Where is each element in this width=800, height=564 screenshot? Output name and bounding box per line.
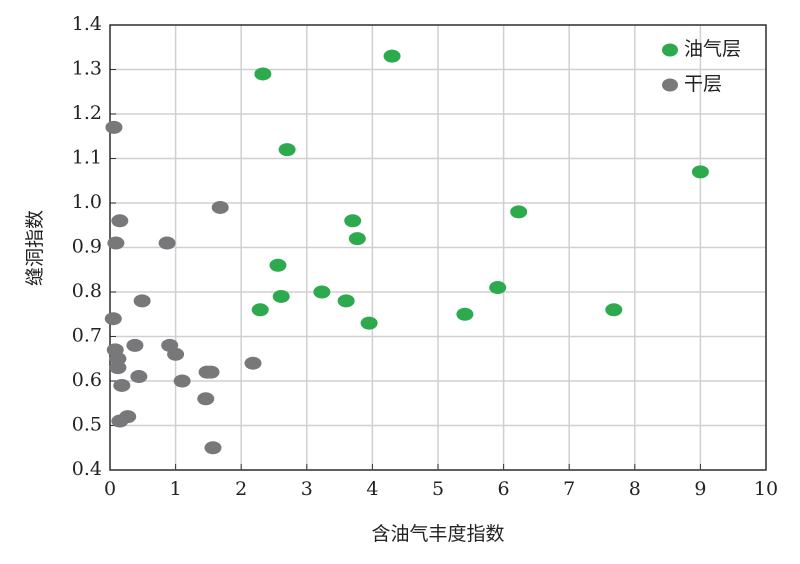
y-tick-label: 1.1: [72, 147, 102, 169]
y-tick-label: 0.6: [72, 369, 102, 391]
x-tick-label: 4: [366, 478, 378, 500]
y-tick-label: 0.4: [72, 458, 102, 480]
y-tick-label: 1.0: [72, 191, 102, 213]
point: [202, 365, 220, 379]
point: [489, 281, 507, 295]
point: [272, 289, 290, 303]
x-axis-label: 含油气丰度指数: [371, 523, 504, 545]
point: [107, 236, 125, 250]
y-tick-label: 1.2: [72, 102, 102, 124]
point: [111, 214, 129, 228]
y-tick-label: 0.8: [72, 280, 102, 302]
point: [133, 294, 151, 308]
point: [510, 205, 528, 219]
point: [383, 49, 401, 63]
point: [105, 120, 123, 134]
point: [109, 361, 127, 375]
legend-marker: [662, 43, 678, 57]
point: [456, 307, 474, 321]
point: [173, 374, 191, 388]
point: [204, 441, 222, 455]
y-tick-label: 0.7: [72, 325, 102, 347]
point: [158, 236, 176, 250]
point: [167, 347, 185, 361]
x-tick-label: 3: [301, 478, 313, 500]
point: [254, 67, 272, 81]
legend-marker: [662, 78, 678, 92]
point: [197, 392, 215, 406]
legend-label: 油气层: [684, 38, 741, 60]
x-tick-label: 2: [235, 478, 247, 500]
y-tick-label: 0.5: [72, 414, 102, 436]
point: [244, 356, 262, 370]
point: [130, 370, 148, 384]
point: [109, 352, 127, 366]
point: [278, 143, 296, 157]
point: [344, 214, 362, 228]
point: [348, 232, 366, 246]
point: [211, 200, 229, 214]
y-tick-label: 1.3: [72, 58, 102, 80]
point: [113, 378, 131, 392]
x-tick-label: 5: [432, 478, 444, 500]
x-tick-label: 1: [170, 478, 182, 500]
point: [691, 165, 709, 179]
x-tick-label: 7: [563, 478, 575, 500]
y-tick-label: 1.4: [72, 13, 102, 35]
y-axis-label: 缝洞指数: [24, 210, 46, 286]
x-tick-label: 10: [754, 478, 778, 500]
point: [605, 303, 623, 317]
point: [360, 316, 378, 330]
point: [104, 312, 122, 326]
point: [269, 258, 287, 272]
x-tick-label: 9: [694, 478, 706, 500]
point: [251, 303, 269, 317]
y-tick-label: 0.9: [72, 236, 102, 258]
x-tick-label: 6: [498, 478, 510, 500]
legend-label: 干层: [684, 73, 722, 95]
point: [337, 294, 355, 308]
point: [126, 338, 144, 352]
point: [111, 414, 129, 428]
point: [313, 285, 331, 299]
x-tick-label: 0: [104, 478, 116, 500]
x-tick-label: 8: [629, 478, 641, 500]
